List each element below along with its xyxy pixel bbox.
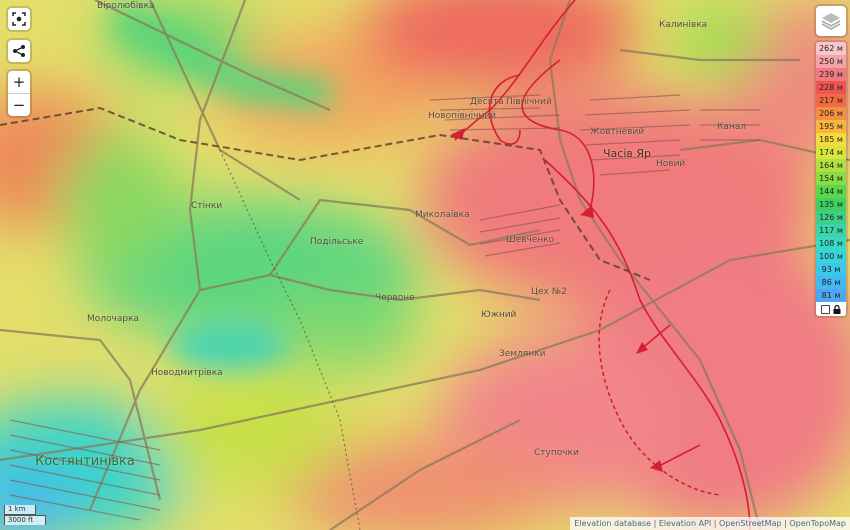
place-label: Шевченко (506, 235, 555, 245)
place-label: Стінки (191, 201, 223, 211)
place-label: Молочарка (87, 314, 140, 324)
railway (0, 106, 651, 281)
place-label-city: Костянтинівка (35, 454, 135, 469)
place-label: Канал (717, 122, 747, 132)
fullscreen-button[interactable] (8, 8, 30, 30)
place-label: Южний (481, 310, 517, 320)
share-icon[interactable] (8, 40, 30, 62)
legend-level: 164 м (816, 159, 846, 172)
legend-level: 206 м (816, 107, 846, 120)
legend-level: 93 м (816, 263, 846, 276)
legend-level: 126 м (816, 211, 846, 224)
target-frame-icon[interactable] (8, 8, 30, 30)
attribution-link[interactable]: Elevation database (574, 519, 652, 528)
attribution-link[interactable]: Elevation API (658, 519, 712, 528)
place-label: Новопівнічний (428, 111, 497, 121)
scale-imperial: 3000 ft (4, 515, 46, 525)
place-label: Подільське (310, 237, 364, 247)
attack-arrowheads (450, 128, 663, 472)
legend-level: 250 м (816, 55, 846, 68)
place-label: Десята (470, 97, 504, 107)
legend-level: 262 м (816, 42, 846, 55)
front-line (454, 0, 751, 530)
place-label: Калинівка (659, 20, 708, 30)
lock-icon[interactable] (833, 304, 841, 314)
legend-level: 100 м (816, 250, 846, 263)
layers-icon (821, 13, 841, 30)
place-label: Цех №2 (531, 287, 567, 297)
legend-level: 117 м (816, 224, 846, 237)
scale-metric: 1 km (4, 505, 36, 515)
share-button[interactable] (8, 40, 30, 62)
attribution-link[interactable]: OpenStreetMap (719, 519, 782, 528)
legend-level: 174 м (816, 146, 846, 159)
place-label: Жовтневий (590, 127, 645, 137)
zoom-control: + − (8, 71, 30, 116)
legend-level: 108 м (816, 237, 846, 250)
attribution-link[interactable]: OpenTopoMap (789, 519, 846, 528)
place-label: Землянки (499, 349, 546, 359)
legend-level: 154 м (816, 172, 846, 185)
elevation-legend: 262 м 250 м 239 м 228 м 217 м 206 м 195 м 185 м… (816, 42, 846, 316)
place-label: Часів Яр (603, 147, 651, 160)
legend-level: 185 м (816, 133, 846, 146)
divider (8, 93, 30, 94)
legend-level: 135 м (816, 198, 846, 211)
scale-bar: 1 km 3000 ft (4, 505, 46, 525)
legend-level: 144 м (816, 185, 846, 198)
legend-level: 86 м (816, 276, 846, 289)
layers-button[interactable] (816, 6, 846, 36)
legend-checkbox[interactable] (821, 304, 830, 314)
attribution: Elevation database | Elevation API | Ope… (570, 517, 850, 530)
zoom-out-button[interactable]: − (12, 96, 26, 114)
legend-level: 239 м (816, 68, 846, 81)
place-label: Віролюбівка (97, 1, 155, 11)
legend-level: 81 м (816, 289, 846, 302)
legend-level: 228 м (816, 81, 846, 94)
place-label: Миколаївка (415, 210, 470, 220)
place-label: Червоне (375, 293, 415, 303)
legend-level: 217 м (816, 94, 846, 107)
place-label: Ступочки (534, 448, 579, 458)
place-label: Північний (506, 97, 552, 107)
zoom-in-button[interactable]: + (12, 73, 26, 91)
place-label: Новодмитрівка (151, 368, 223, 378)
place-label: Новий (656, 159, 686, 169)
railway-secondary (219, 149, 361, 530)
legend-level: 195 м (816, 120, 846, 133)
